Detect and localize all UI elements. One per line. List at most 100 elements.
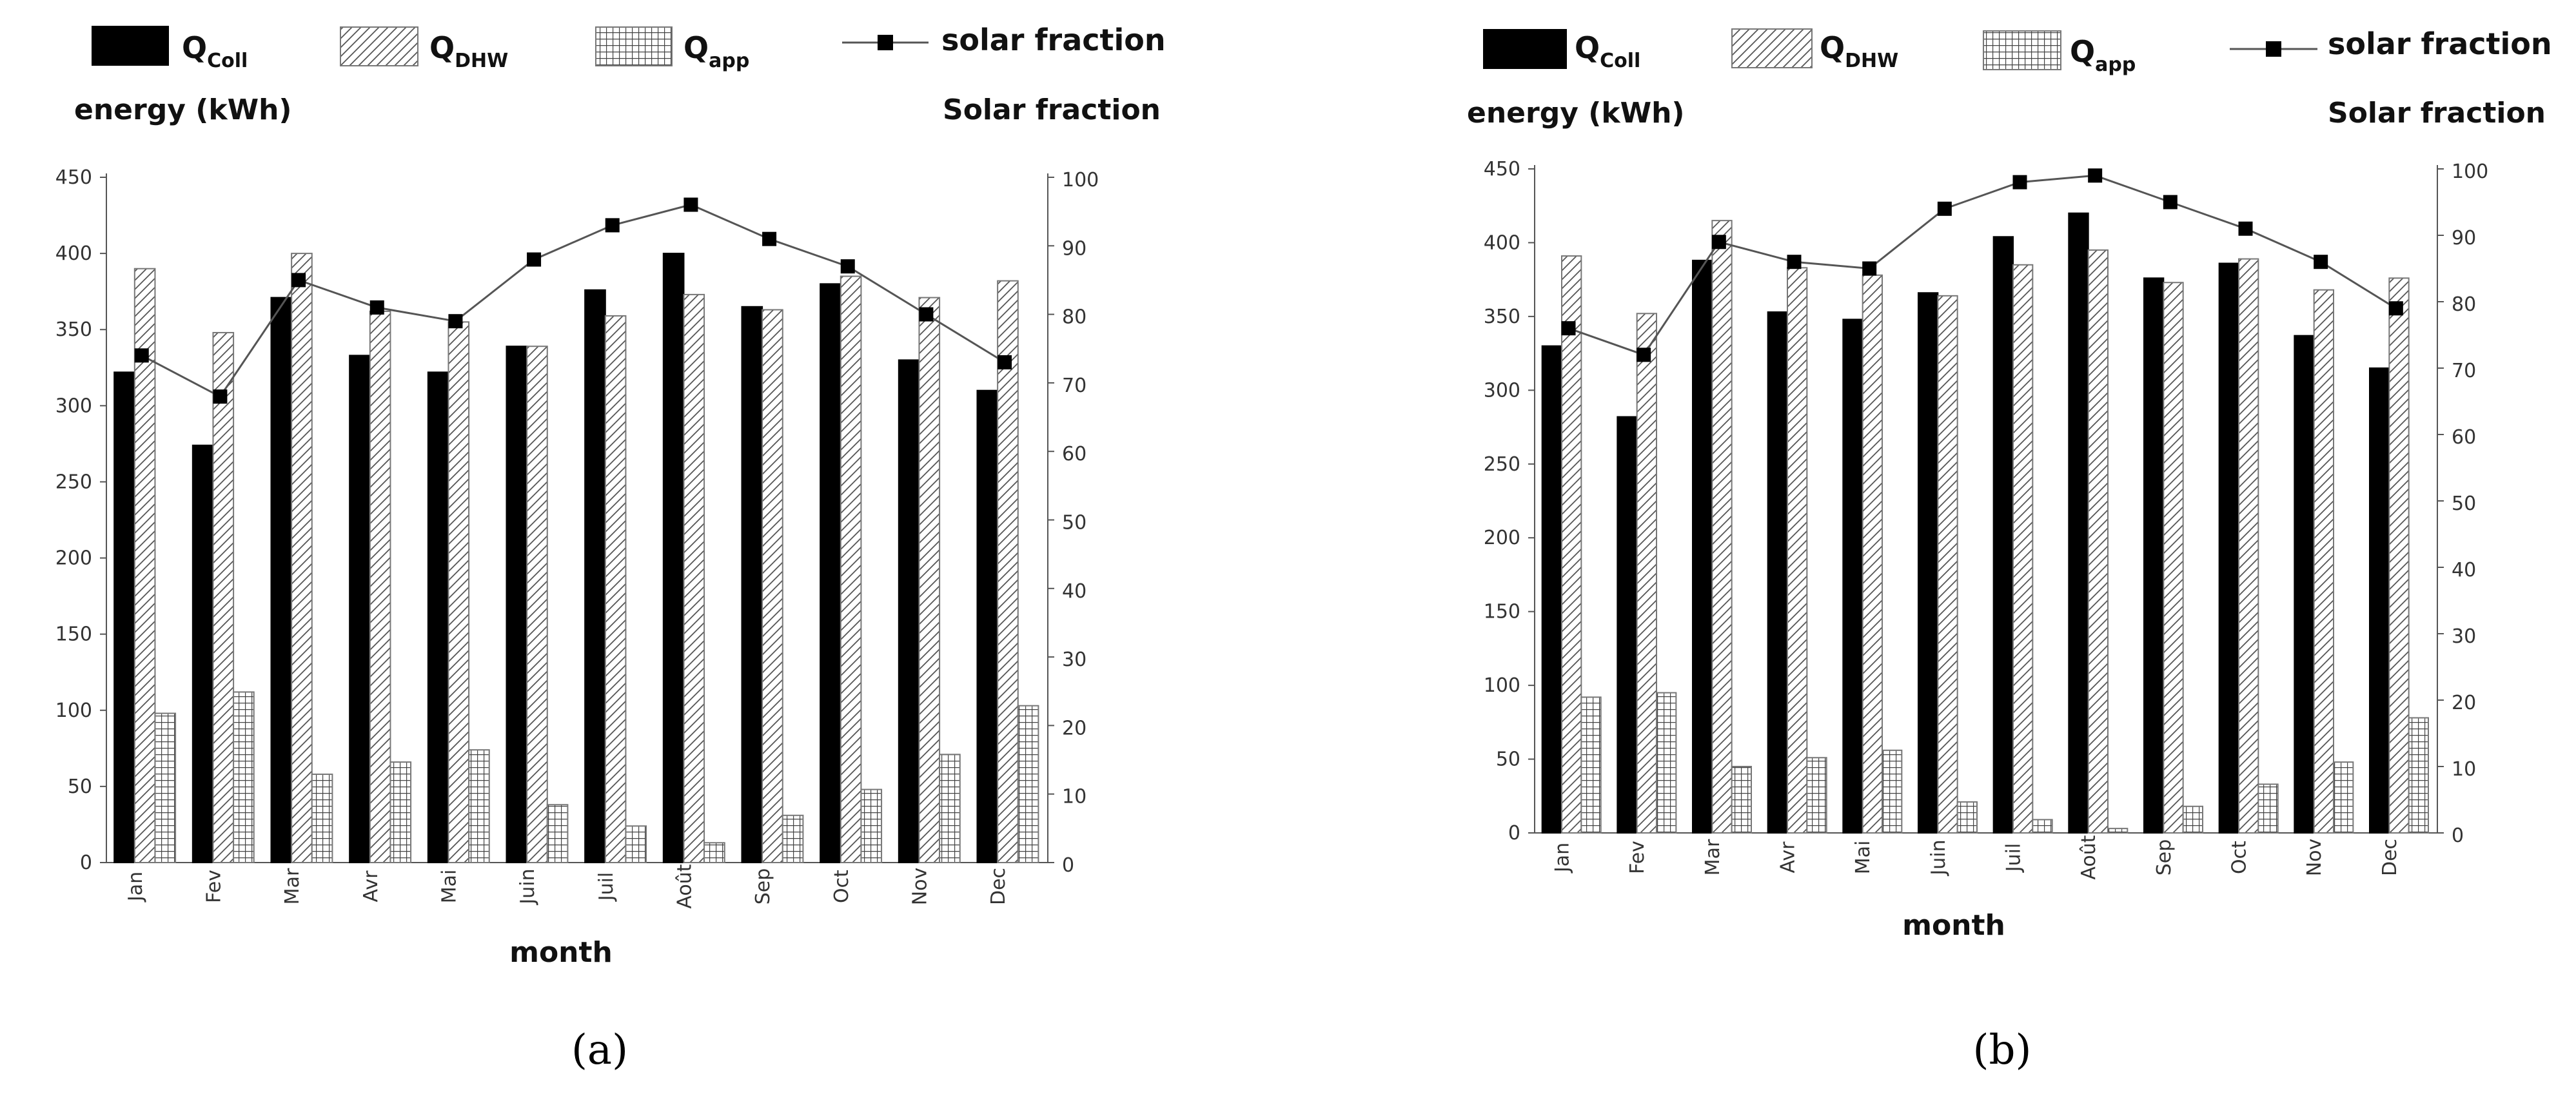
panel-label-a: (a)	[571, 1026, 628, 1074]
bar-q-dhw-mar	[1711, 220, 1733, 834]
left-tick-label: 200	[1484, 527, 1520, 549]
bar-q-coll-août	[662, 253, 685, 864]
left-tick-label: 150	[1484, 601, 1520, 623]
bar-q-coll-sep	[741, 306, 763, 863]
month-tick-label: Jan	[124, 872, 147, 903]
left-tick-label: 0	[1508, 822, 1520, 845]
month-tick-label: Nov	[2303, 839, 2326, 877]
bar-q-coll-juil	[584, 289, 606, 863]
bar-q-app-juil	[2032, 819, 2053, 834]
right-tick-label: 30	[1062, 649, 1086, 671]
bar-q-app-juil	[625, 825, 647, 863]
legend-fraction-label: solar fraction	[941, 23, 1166, 57]
right-tick-label: 10	[1062, 786, 1086, 808]
legend-app-label: Qapp	[683, 30, 749, 72]
solar-fraction-point-mar	[291, 273, 306, 288]
solar-fraction-point-mar	[1711, 235, 1726, 249]
legend-app-swatch	[1983, 30, 2061, 70]
solar-fraction-line	[141, 203, 1005, 398]
bar-q-app-août	[2107, 828, 2129, 834]
right-tick-label: 20	[1062, 717, 1086, 739]
bar-q-dhw-mai	[447, 321, 470, 863]
bar-q-dhw-avr	[1787, 267, 1808, 834]
bar-q-dhw-nov	[918, 297, 941, 864]
legend-coll-swatch	[1483, 29, 1567, 69]
right-tick-label: 90	[2452, 227, 2476, 249]
panel-a: QColl QDHW Qapp solar fraction energy (k…	[55, 23, 1166, 1074]
month-tick-label: Juin	[1927, 839, 1950, 876]
right-tick-label: 60	[1062, 443, 1086, 465]
solar-fraction-point-avr	[1787, 255, 1802, 269]
solar-fraction-point-oct	[840, 259, 855, 274]
solar-fraction-point-jan	[134, 348, 149, 363]
right-tick-label: 40	[1062, 580, 1086, 603]
bar-q-coll-nov	[898, 359, 920, 863]
bar-q-coll-fev	[1617, 416, 1638, 834]
bar-q-app-avr	[389, 761, 412, 864]
y2-axis-title-a: Solar fraction	[943, 93, 1161, 126]
bar-q-dhw-dec	[2388, 277, 2410, 834]
bar-q-app-fev	[1656, 692, 1677, 834]
solar-fraction-point-mai	[448, 314, 463, 329]
panel-b: QColl QDHW Qapp solar fraction energy (k…	[1467, 26, 2552, 1074]
legend-dhw-label: QDHW	[429, 30, 508, 72]
month-tick-label: Mar	[1702, 839, 1724, 875]
legend-coll-label: QColl	[1575, 30, 1640, 72]
solar-fraction-point-nov	[919, 307, 934, 322]
left-tick-label: 350	[55, 318, 92, 341]
bar-q-coll-août	[2068, 212, 2089, 834]
right-tick-label: 90	[1062, 237, 1086, 260]
legend-coll-swatch	[92, 26, 169, 66]
bar-q-app-nov	[939, 754, 961, 863]
bar-q-coll-dec	[976, 389, 999, 863]
legend-dhw-label: QDHW	[1820, 30, 1898, 72]
bar-q-coll-mai	[1842, 318, 1863, 834]
legend-fraction-label: solar fraction	[2328, 26, 2552, 61]
bar-q-app-juin	[546, 804, 569, 864]
bar-q-coll-avr	[349, 355, 371, 863]
month-tick-label: Juil	[2003, 843, 2025, 874]
bar-q-dhw-nov	[2313, 289, 2335, 834]
month-tick-label: Juin	[516, 868, 539, 905]
legend-a: QColl QDHW Qapp solar fraction	[92, 23, 1166, 72]
solar-fraction-point-juil	[2012, 175, 2027, 190]
solar-fraction-point-sep	[2163, 195, 2178, 210]
solar-fraction-point-juin	[1937, 201, 1952, 216]
y-axis-title-a: energy (kWh)	[74, 93, 292, 126]
bar-q-dhw-fev	[1636, 313, 1658, 834]
bar-q-coll-jan	[113, 371, 135, 863]
month-tick-label: Août	[673, 864, 696, 908]
bar-q-app-août	[703, 842, 725, 864]
right-tick-label: 80	[1062, 306, 1086, 329]
month-tick-label: Dec	[987, 868, 1010, 905]
left-tick-label: 100	[55, 699, 92, 722]
month-tick-label: Avr	[360, 870, 382, 903]
left-tick-label: 50	[1496, 748, 1520, 771]
right-tick-label: 30	[2452, 625, 2476, 648]
left-tick-label: 400	[55, 242, 92, 265]
bar-q-coll-juil	[1992, 236, 2014, 834]
left-tick-label: 350	[1484, 306, 1520, 328]
right-tick-label: 10	[2452, 758, 2476, 781]
right-tick-label: 0	[1062, 854, 1074, 877]
right-tick-label: 80	[2452, 293, 2476, 316]
y-axis-title-b: energy (kWh)	[1467, 97, 1685, 130]
month-tick-label: Août	[2078, 835, 2100, 879]
bar-q-app-oct	[860, 788, 883, 863]
bar-q-coll-dec	[2369, 367, 2390, 834]
right-tick-label: 20	[2452, 692, 2476, 714]
left-tick-label: 50	[68, 776, 92, 798]
legend-fraction-marker	[878, 35, 893, 50]
bar-q-coll-oct	[2218, 262, 2240, 834]
bar-q-dhw-juil	[604, 315, 627, 863]
month-tick-label: Jan	[1551, 843, 1574, 874]
bar-q-coll-juin	[506, 346, 528, 863]
right-tick-label: 60	[2452, 426, 2476, 449]
bar-q-dhw-août	[2087, 249, 2109, 834]
bar-q-dhw-avr	[369, 310, 391, 863]
y2-axis-title-b: Solar fraction	[2328, 97, 2546, 130]
bar-q-coll-oct	[820, 283, 841, 864]
solar-fraction-point-jan	[1561, 321, 1576, 336]
bar-q-dhw-juin	[1937, 295, 1958, 834]
